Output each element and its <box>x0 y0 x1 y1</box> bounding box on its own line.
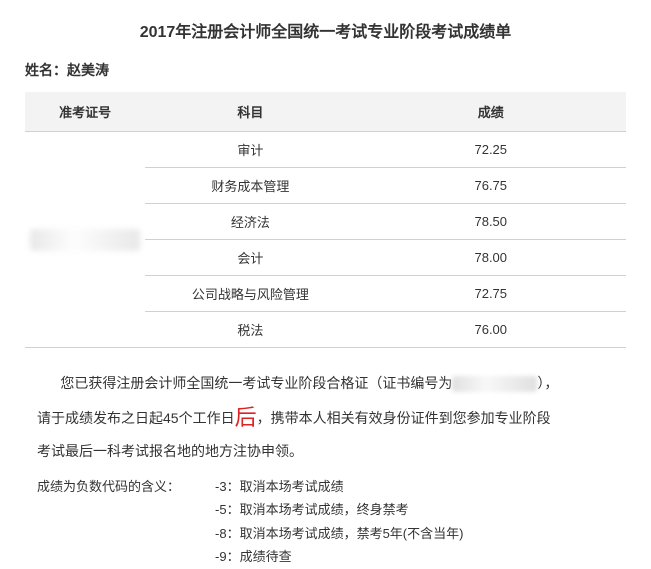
cert-blur <box>452 376 537 392</box>
subject-cell: 经济法 <box>145 204 355 240</box>
score-cell: 76.75 <box>356 168 626 204</box>
th-score: 成绩 <box>356 92 626 132</box>
subject-cell: 公司战略与风险管理 <box>145 276 355 312</box>
legend-item: -5：取消本场考试成绩，终身禁考 <box>215 498 463 521</box>
exam-id-cell <box>25 132 145 348</box>
th-subject: 科目 <box>145 92 355 132</box>
legend-items: -3：取消本场考试成绩 -5：取消本场考试成绩，终身禁考 -8：取消本场考试成绩… <box>215 475 463 569</box>
name-row: 姓名：赵美涛 <box>25 60 626 80</box>
subject-cell: 审计 <box>145 132 355 168</box>
score-cell: 78.00 <box>356 240 626 276</box>
table-row: 审计 72.25 <box>25 132 626 168</box>
legend-label: 成绩为负数代码的含义： <box>37 475 180 569</box>
notice-block: 您已获得注册会计师全国统一考试专业阶段合格证（证书编号为 ）， 请于成绩发布之日起… <box>25 370 626 465</box>
subject-cell: 财务成本管理 <box>145 168 355 204</box>
notice-1a: 您已获得注册会计师全国统一考试专业阶段合格证（证书编号为 <box>60 375 452 391</box>
notice-3: 考试最后一科考试报名地的地方注协申领。 <box>37 438 614 465</box>
subject-cell: 税法 <box>145 312 355 348</box>
notice-2a: 请于成绩发布之日起45个工作日 <box>37 410 235 426</box>
exam-id-blur <box>30 229 140 251</box>
legend-item: -8：取消本场考试成绩，禁考5年(不含当年) <box>215 522 463 545</box>
legend-item: -9：成绩待查 <box>215 545 463 568</box>
name-label: 姓名： <box>25 62 67 78</box>
name-value: 赵美涛 <box>67 62 109 78</box>
score-table: 准考证号 科目 成绩 审计 72.25 财务成本管理 76.75 经济法 78.… <box>25 92 626 348</box>
subject-cell: 会计 <box>145 240 355 276</box>
notice-red: 后 <box>235 405 257 430</box>
legend-block: 成绩为负数代码的含义： -3：取消本场考试成绩 -5：取消本场考试成绩，终身禁考… <box>25 475 626 569</box>
score-cell: 78.50 <box>356 204 626 240</box>
score-cell: 72.25 <box>356 132 626 168</box>
notice-1b: ）， <box>537 375 558 391</box>
legend-item: -3：取消本场考试成绩 <box>215 475 463 498</box>
score-cell: 72.75 <box>356 276 626 312</box>
score-cell: 76.00 <box>356 312 626 348</box>
th-exam: 准考证号 <box>25 92 145 132</box>
notice-2b: ，携带本人相关有效身份证件到您参加专业阶段 <box>257 410 551 426</box>
page-title: 2017年注册会计师全国统一考试专业阶段考试成绩单 <box>25 18 626 42</box>
